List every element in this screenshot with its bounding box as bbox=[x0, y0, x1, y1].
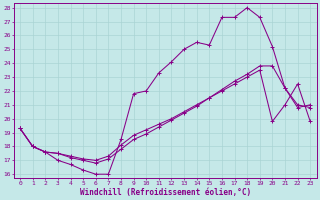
X-axis label: Windchill (Refroidissement éolien,°C): Windchill (Refroidissement éolien,°C) bbox=[80, 188, 251, 197]
